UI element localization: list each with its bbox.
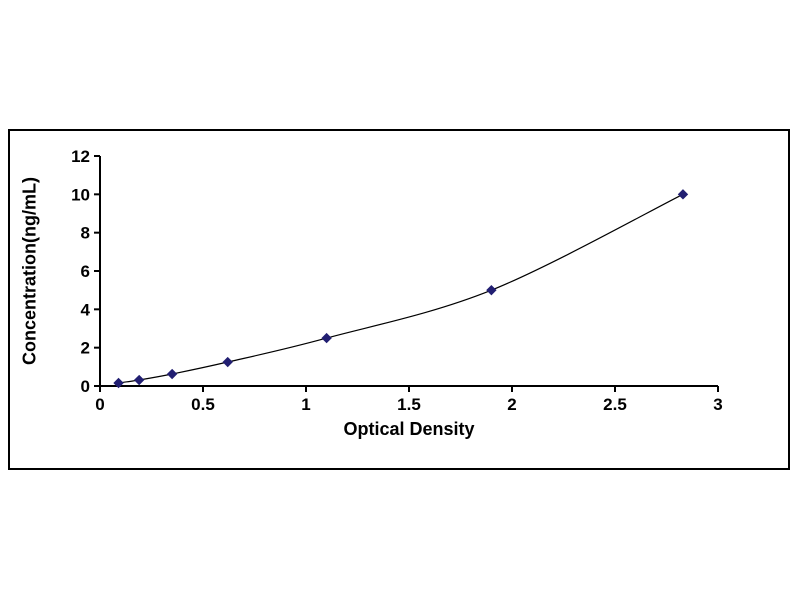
y-tick-label: 2 [81, 339, 90, 358]
data-point-marker [486, 284, 497, 296]
x-tick-label: 2 [507, 395, 516, 414]
standard-curve-plot: 0 0.5 1 1.5 2 2.5 3 0 2 4 6 8 10 12 [71, 147, 723, 414]
y-axis-title: Concentration(ng/mL) [19, 177, 40, 365]
y-tick-label: 12 [71, 147, 90, 166]
x-axis-title: Optical Density [343, 419, 475, 439]
y-tick-label: 10 [71, 185, 90, 204]
x-tick-label: 1 [301, 395, 310, 414]
x-tick-label: 0 [95, 395, 104, 414]
x-tick-label: 2.5 [603, 395, 627, 414]
x-tick-label: 1.5 [397, 395, 421, 414]
data-point-marker [222, 356, 233, 368]
y-tick-label: 6 [81, 262, 90, 281]
y-tick-label: 8 [81, 224, 90, 243]
data-point-marker [113, 377, 124, 389]
x-tick-label: 3 [713, 395, 722, 414]
y-tick-label: 4 [81, 300, 91, 319]
x-tick-label: 0.5 [191, 395, 215, 414]
data-point-marker [166, 368, 178, 380]
chart-frame: 0 0.5 1 1.5 2 2.5 3 0 2 4 6 8 10 12 Optical Density C… [8, 129, 790, 470]
data-point-marker [677, 189, 689, 200]
y-tick-label: 0 [81, 377, 90, 396]
data-point-marker [133, 374, 145, 386]
data-point-marker [321, 332, 332, 344]
curve-line [118, 193, 684, 384]
